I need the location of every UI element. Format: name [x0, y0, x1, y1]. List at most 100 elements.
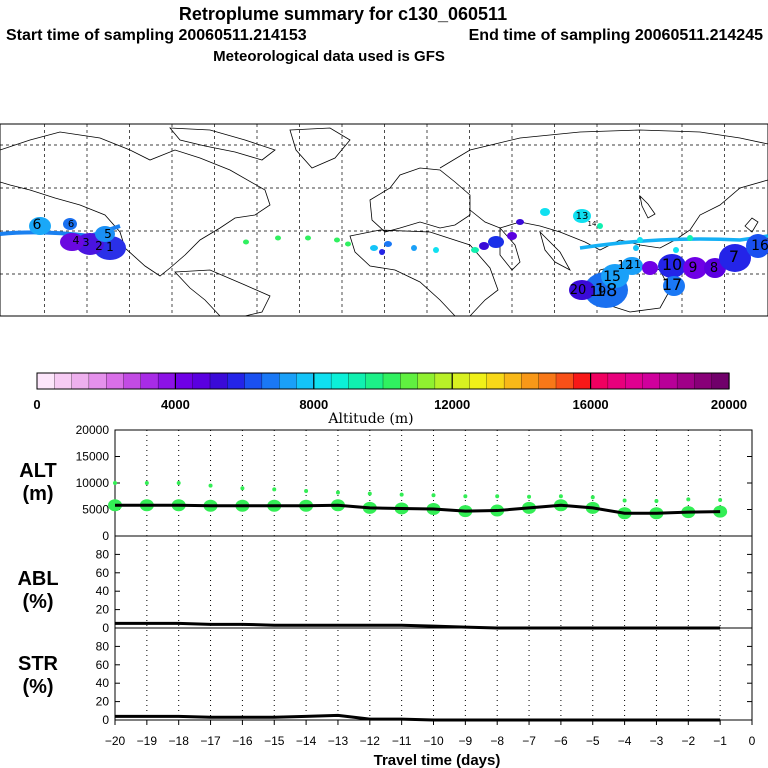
colorbar-swatch [590, 372, 609, 390]
colorbar-swatch [157, 372, 177, 390]
colorbar-tick-label: 4000 [161, 397, 190, 412]
colorbar-swatch [71, 372, 90, 390]
x-tick-label: −12 [360, 734, 381, 748]
colorbar-tick-label: 12000 [434, 397, 470, 412]
colorbar-swatch [625, 372, 644, 390]
colorbar-swatch [296, 372, 315, 390]
map-day-label: 10 [662, 255, 682, 274]
str-y-tick: 80 [96, 639, 110, 653]
alt-upper-dot [718, 497, 723, 502]
alt-median-dot [713, 505, 728, 518]
abl-panel-unit: (%) [22, 591, 53, 613]
map-day-label: 16 [751, 238, 768, 254]
alt-y-tick: 5000 [82, 503, 109, 517]
map-day-label: 1 [106, 240, 114, 254]
alt-y-tick: 15000 [76, 450, 110, 464]
x-tick-label: −20 [105, 734, 126, 748]
alt-panel-label: ALT [19, 460, 56, 482]
colorbar-tick-label: 0 [33, 397, 40, 412]
alt-upper-dot [113, 481, 117, 485]
panel-y-ticks: 0 5000 10000 15000 20000 0 20 40 60 80 0 20 40 60 80 [76, 423, 752, 727]
colorbar-swatch [469, 372, 488, 390]
x-tick-label: −5 [586, 734, 600, 748]
colorbar-swatch [694, 372, 713, 390]
x-tick-label: −2 [681, 734, 695, 748]
colorbar-swatch [36, 372, 55, 390]
map-day-label: 18 [595, 280, 618, 301]
colorbar-swatch [123, 372, 142, 390]
map-day-label: 3 [83, 236, 90, 249]
colorbar-swatch [106, 372, 125, 390]
colorbar-swatch [503, 372, 523, 390]
alt-upper-dot [176, 481, 181, 485]
map-day-label: 8 [710, 261, 718, 276]
map-day-label: 6 [33, 217, 42, 233]
alt-panel-unit: (m) [22, 483, 53, 505]
x-tick-label: 0 [749, 734, 756, 748]
x-tick-label: −19 [137, 734, 158, 748]
colorbar-swatch [434, 372, 453, 390]
colorbar-swatch [711, 372, 730, 390]
x-tick-label: −4 [618, 734, 632, 748]
alt-upper-dot [431, 493, 436, 498]
str-y-tick: 0 [102, 713, 109, 727]
colorbar-swatch [313, 372, 332, 390]
abl-y-tick: 80 [96, 547, 110, 561]
map-day-label: 2 [95, 239, 103, 253]
str-series-line [115, 713, 721, 722]
colorbar-swatch [538, 372, 557, 390]
colorbar-swatch [54, 372, 73, 390]
alt-upper-dot [558, 494, 563, 499]
x-tick-label: −6 [554, 734, 568, 748]
abl-series-line [115, 621, 721, 630]
alt-upper-dot [335, 490, 340, 495]
met-data-line: Meteorological data used is GFS [213, 48, 445, 65]
map-day-label: 12 [617, 258, 632, 272]
alt-upper-dot [527, 494, 532, 499]
alt-upper-dot [590, 495, 595, 500]
x-tick-label: −15 [264, 734, 285, 748]
colorbar-swatch [555, 372, 574, 390]
colorbar-swatch [642, 372, 661, 390]
alt-upper-dot [463, 494, 468, 499]
alt-distribution-dots [108, 481, 728, 520]
abl-y-tick: 40 [96, 584, 110, 598]
alt-y-tick: 0 [102, 529, 109, 543]
plume-markers [29, 208, 768, 308]
str-y-tick: 60 [96, 658, 110, 672]
map-day-label: 19 [590, 285, 607, 300]
altitude-colorbar: 0 4000 8000 12000 16000 20000 Altitude (m) [33, 372, 747, 427]
alt-upper-dot [208, 483, 213, 488]
abl-y-tick: 0 [102, 621, 109, 635]
x-tick-label: −7 [522, 734, 536, 748]
colorbar-swatch [227, 372, 246, 390]
x-axis-label: Travel time (days) [374, 752, 501, 768]
x-tick-label: −13 [328, 734, 349, 748]
travel-time-ticks: −20 −19 −18 −17 −16 −15 −14 −13 −12 −11 −10 −9 −8 −7−… [105, 720, 756, 748]
x-tick-label: −1 [713, 734, 727, 748]
colorbar-swatch [175, 372, 194, 390]
map-day-label: 13 [576, 211, 589, 222]
colorbar-swatch [676, 372, 696, 390]
sampling-start: Start time of sampling 20060511.214153 [6, 27, 307, 44]
alt-median-line [115, 503, 721, 515]
colorbar-swatch [348, 372, 367, 390]
map-day-label: 7 [729, 247, 739, 266]
colorbar-tick-label: 8000 [299, 397, 328, 412]
colorbar-swatch [209, 372, 228, 390]
alt-upper-dot [654, 499, 659, 504]
str-panel-unit: (%) [22, 676, 53, 698]
colorbar-swatch [607, 372, 626, 390]
map-day-label: 20 [570, 283, 587, 298]
time-series-panels: 0 5000 10000 15000 20000 0 20 40 60 80 0 20 40 60 80 A… [17, 423, 755, 768]
alt-upper-dot [686, 497, 691, 502]
alt-upper-dot [304, 488, 309, 493]
colorbar-swatch [452, 372, 471, 390]
colorbar-swatch [279, 372, 298, 390]
alt-upper-dot [399, 492, 404, 497]
alt-upper-dot [367, 491, 372, 496]
colorbar-swatch [244, 372, 263, 390]
colorbar-swatch [573, 372, 592, 390]
x-tick-label: −9 [459, 734, 473, 748]
